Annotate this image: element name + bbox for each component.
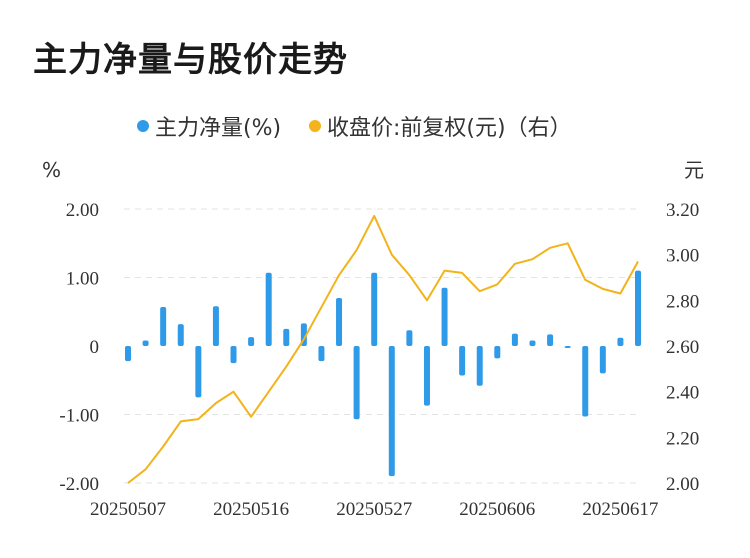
left-axis-tick-label: -2.00 <box>59 474 99 495</box>
right-axis-tick-label: 2.60 <box>666 337 699 358</box>
legend-label-close-price: 收盘价:前复权(元)（右） <box>327 116 572 141</box>
net-volume-bar <box>195 346 202 398</box>
close-price-line <box>127 214 639 484</box>
net-volume-bar <box>265 272 272 346</box>
net-volume-bar <box>564 346 571 349</box>
net-volume-bar <box>599 346 606 374</box>
net-volume-bar <box>406 330 413 346</box>
left-axis-unit: % <box>42 158 61 182</box>
legend: 主力净量(%) 收盘价:前复权(元)（右） <box>0 110 750 142</box>
net-volume-bar <box>283 328 290 346</box>
net-volume-bar <box>371 272 378 346</box>
net-volume-bar <box>582 346 589 417</box>
net-volume-bar <box>230 346 237 364</box>
right-axis-tick-label: 2.20 <box>666 428 699 449</box>
net-volume-bar <box>336 298 343 346</box>
legend-label-net-volume: 主力净量(%) <box>155 116 282 141</box>
legend-dot-blue-icon <box>137 120 149 132</box>
legend-dot-yellow-icon <box>309 120 321 132</box>
left-axis-tick-label: 2.00 <box>66 200 99 221</box>
x-axis-tick-label: 20250516 <box>213 499 289 520</box>
net-volume-bar <box>248 337 255 346</box>
x-axis-tick-label: 20250527 <box>336 499 412 520</box>
net-volume-bar <box>494 346 501 359</box>
right-axis-tick-label: 3.20 <box>666 200 699 221</box>
net-volume-bar <box>177 324 184 346</box>
right-axis-tick-label: 3.00 <box>666 246 699 267</box>
net-volume-bar <box>529 340 536 346</box>
net-volume-bar <box>212 306 219 346</box>
chart-title: 主力净量与股价走势 <box>33 40 348 80</box>
right-axis-tick-label: 2.00 <box>666 474 699 495</box>
left-axis-tick-label: 0 <box>90 337 100 358</box>
left-axis-tick-label: 1.00 <box>66 269 99 290</box>
net-volume-bar <box>459 346 466 376</box>
net-volume-bar <box>142 340 149 346</box>
x-axis-tick-label: 20250507 <box>90 499 166 520</box>
right-axis-tick-label: 2.40 <box>666 383 699 404</box>
x-axis-tick-label: 20250617 <box>582 499 658 520</box>
net-volume-bar <box>476 346 483 386</box>
net-volume-bar <box>617 337 624 346</box>
net-volume-bar <box>353 346 360 420</box>
x-axis-tick-label: 20250606 <box>459 499 535 520</box>
net-volume-bar <box>635 270 641 346</box>
net-volume-bar <box>423 346 430 406</box>
net-volume-bar <box>160 306 167 346</box>
net-volume-bar <box>388 346 395 477</box>
right-axis-unit: 元 <box>684 158 704 182</box>
net-volume-bar <box>125 346 131 362</box>
right-axis-tick-label: 2.80 <box>666 291 699 312</box>
net-volume-bar <box>547 334 554 346</box>
net-volume-bar <box>511 333 518 346</box>
left-axis-tick-label: -1.00 <box>59 406 99 427</box>
net-volume-bar <box>441 287 448 346</box>
legend-item-close-price[interactable]: 收盘价:前复权(元)（右） <box>309 110 572 142</box>
legend-item-net-volume[interactable]: 主力净量(%) <box>137 110 281 142</box>
net-volume-bar <box>318 346 325 362</box>
